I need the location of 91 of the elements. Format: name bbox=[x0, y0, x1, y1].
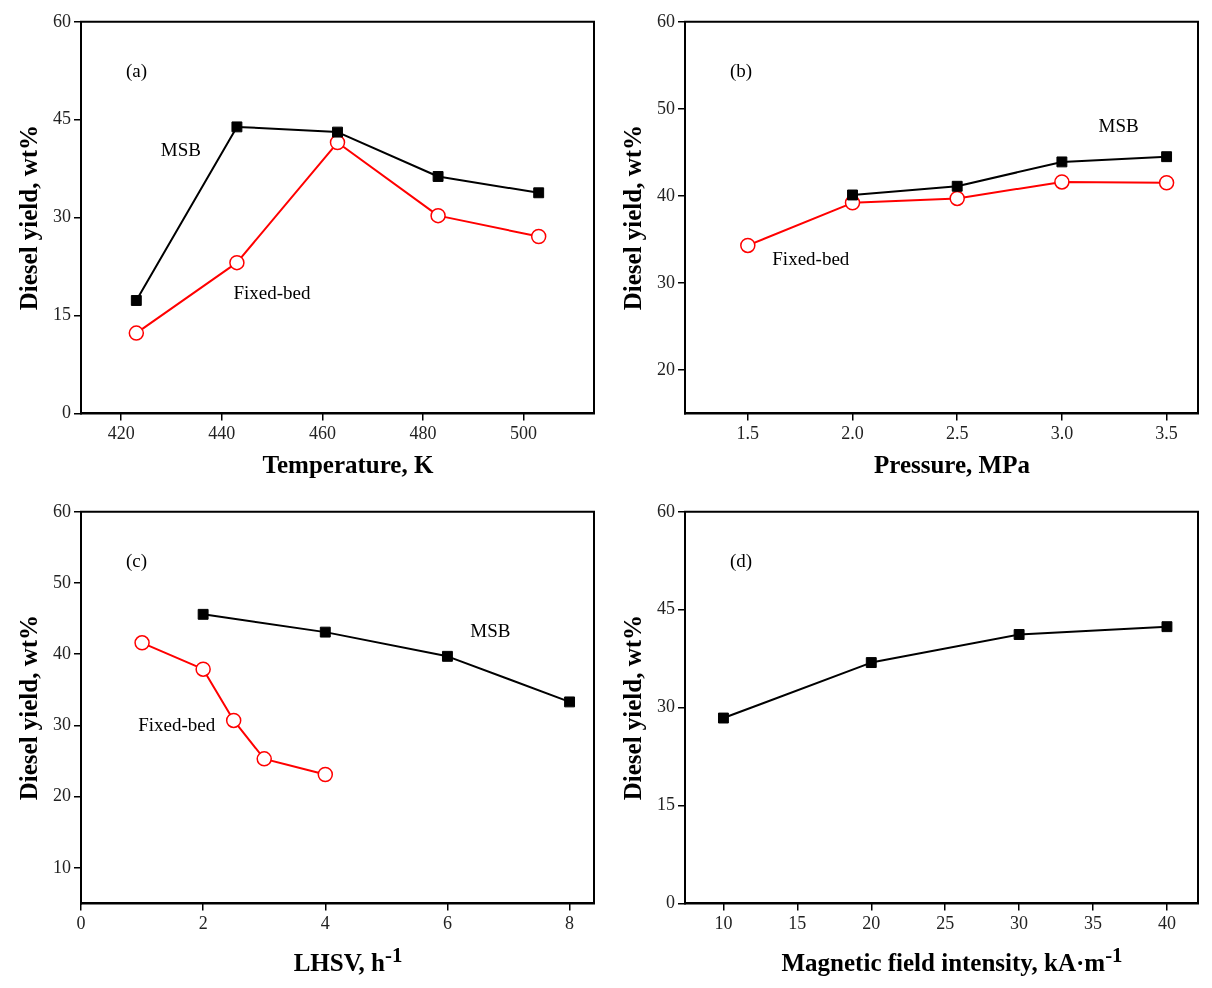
x-tick-label: 1.5 bbox=[736, 422, 760, 443]
y-tick-label: 40 bbox=[53, 642, 71, 663]
point bbox=[1161, 151, 1173, 163]
y-axis-title: Diesel yield, wt% bbox=[15, 124, 43, 311]
x-tick-label: 500 bbox=[510, 422, 538, 443]
point bbox=[441, 650, 453, 662]
point bbox=[533, 187, 545, 199]
x-tick-label: 2 bbox=[198, 912, 208, 933]
point bbox=[1161, 621, 1173, 633]
point bbox=[319, 626, 331, 638]
series-label: MSB bbox=[470, 620, 511, 642]
point bbox=[197, 608, 209, 620]
y-tick-label: 0 bbox=[62, 402, 71, 423]
y-tick-label: 15 bbox=[657, 794, 675, 815]
x-tick-label: 2.5 bbox=[945, 422, 969, 443]
x-tick-label: 30 bbox=[1010, 912, 1029, 933]
y-tick-label: 0 bbox=[666, 892, 675, 913]
y-tick-label: 50 bbox=[53, 571, 71, 592]
y-tick-label: 60 bbox=[657, 10, 675, 31]
x-tick-label: 3.0 bbox=[1050, 422, 1074, 443]
point bbox=[195, 661, 211, 677]
y-tick-label: 60 bbox=[53, 10, 71, 31]
y-tick-label: 15 bbox=[53, 304, 71, 325]
point bbox=[332, 126, 343, 138]
series-label: MSB bbox=[1098, 114, 1139, 136]
point bbox=[225, 712, 242, 729]
x-tick-label: 40 bbox=[1157, 912, 1176, 933]
y-tick-label: 20 bbox=[657, 358, 675, 379]
x-tick-label: 20 bbox=[862, 912, 881, 933]
point bbox=[865, 657, 877, 669]
x-tick-label: 440 bbox=[208, 422, 236, 443]
y-axis-title: Diesel yield, wt% bbox=[15, 614, 43, 801]
point bbox=[1013, 629, 1025, 640]
y-tick-label: 45 bbox=[657, 598, 675, 619]
point bbox=[256, 751, 272, 767]
point bbox=[229, 254, 245, 271]
x-tick-label: 4 bbox=[320, 912, 330, 933]
x-tick-label: 6 bbox=[442, 912, 452, 933]
y-tick-label: 30 bbox=[53, 206, 71, 227]
annotation: (b) bbox=[730, 59, 753, 82]
y-tick-label: 40 bbox=[657, 184, 675, 205]
point bbox=[740, 237, 756, 254]
annotation: (c) bbox=[126, 549, 148, 572]
y-tick-label: 45 bbox=[53, 108, 71, 129]
x-tick-label: 35 bbox=[1084, 912, 1103, 933]
y-tick-label: 50 bbox=[657, 97, 675, 118]
point bbox=[128, 325, 145, 341]
point bbox=[951, 180, 963, 192]
x-tick-label: 25 bbox=[936, 912, 955, 933]
y-tick-label: 30 bbox=[657, 271, 675, 292]
x-axis-title: Magnetic field intensity, kA·m$^{-1}$ bbox=[780, 942, 1124, 979]
series-label: Fixed-bed bbox=[138, 714, 216, 736]
point bbox=[1158, 175, 1175, 191]
x-tick-label: 480 bbox=[409, 422, 437, 443]
annotation: (a) bbox=[126, 59, 148, 82]
x-tick-label: 3.5 bbox=[1155, 422, 1178, 443]
x-tick-label: 420 bbox=[107, 422, 135, 443]
y-tick-label: 10 bbox=[53, 856, 71, 877]
x-tick-label: 8 bbox=[565, 912, 575, 933]
y-tick-label: 30 bbox=[657, 696, 675, 717]
point bbox=[1056, 156, 1068, 168]
y-tick-label: 20 bbox=[53, 785, 71, 806]
series-label: MSB bbox=[160, 138, 201, 160]
point bbox=[432, 171, 444, 182]
y-tick-label: 30 bbox=[53, 714, 71, 735]
point bbox=[134, 635, 150, 651]
x-tick-label: 15 bbox=[788, 912, 807, 933]
x-axis-title: Temperature, K bbox=[261, 450, 435, 480]
y-tick-label: 60 bbox=[657, 500, 675, 521]
y-tick-label: 60 bbox=[53, 500, 71, 521]
point bbox=[317, 766, 334, 783]
point bbox=[231, 121, 243, 133]
x-axis-title: Pressure, MPa bbox=[873, 450, 1031, 480]
point bbox=[430, 207, 446, 224]
series-label: Fixed-bed bbox=[772, 248, 850, 270]
y-axis-title: Diesel yield, wt% bbox=[619, 614, 647, 801]
point bbox=[847, 189, 858, 201]
x-tick-label: 0 bbox=[76, 912, 86, 933]
x-tick-label: 2.0 bbox=[841, 422, 864, 443]
y-axis-title: Diesel yield, wt% bbox=[619, 124, 647, 311]
point bbox=[130, 295, 142, 306]
point bbox=[717, 712, 729, 724]
x-axis-title: LHSV, h$^{-1}$ bbox=[292, 942, 404, 979]
annotation: (d) bbox=[730, 549, 753, 572]
x-tick-label: 460 bbox=[308, 422, 336, 443]
point bbox=[530, 228, 547, 245]
x-tick-label: 10 bbox=[714, 912, 733, 933]
point bbox=[564, 696, 576, 708]
point bbox=[1054, 174, 1070, 190]
point bbox=[949, 190, 965, 207]
series-label: Fixed-bed bbox=[233, 281, 311, 303]
